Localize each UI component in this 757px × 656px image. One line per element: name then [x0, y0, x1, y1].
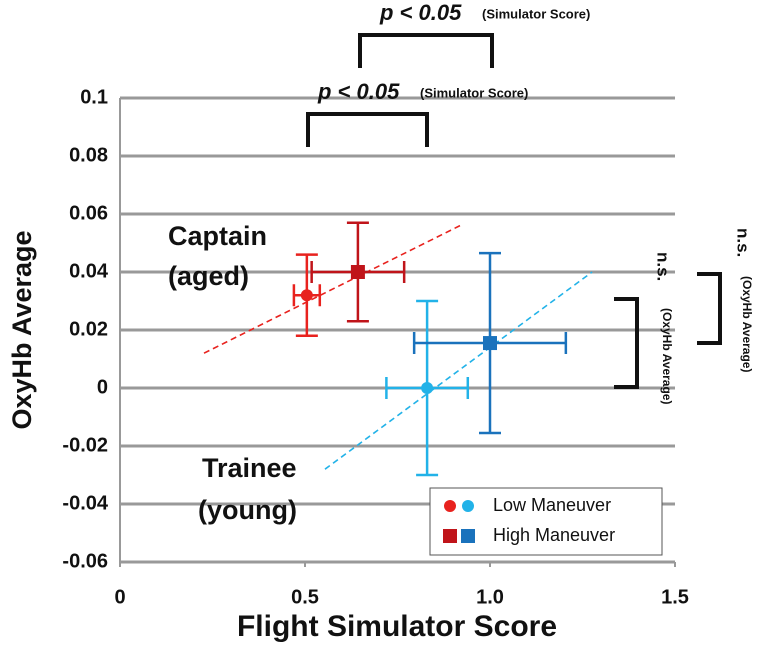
annotation: p < 0.05 — [379, 0, 462, 25]
x-tick-label: 0.5 — [291, 586, 319, 608]
legend-box — [429, 487, 663, 556]
y-tick-label: 0.08 — [69, 144, 108, 166]
legend-label: High Maneuver — [493, 525, 615, 545]
trendline — [203, 223, 464, 354]
marker — [444, 500, 456, 512]
marker — [350, 265, 365, 279]
marker — [483, 336, 497, 351]
annotation: (Simulator Score) — [420, 85, 528, 100]
bracket — [306, 112, 429, 147]
marker — [462, 500, 474, 512]
y-axis-title: OxyHb Average — [7, 230, 37, 429]
annotation: n.s. — [654, 252, 673, 281]
y-tick-label: 0.1 — [80, 86, 108, 108]
bracket — [697, 272, 722, 345]
group-label: (aged) — [168, 261, 249, 291]
marker — [461, 529, 475, 543]
x-tick-label: 0 — [114, 586, 125, 608]
group-label: Captain — [168, 221, 267, 251]
y-tick-label: -0.04 — [62, 492, 108, 514]
x-tick-label: 1.5 — [661, 586, 689, 608]
trendline — [324, 271, 593, 470]
bracket — [614, 297, 639, 389]
y-tick-label: -0.02 — [62, 434, 108, 456]
y-tick-label: -0.06 — [62, 550, 108, 572]
annotation: p < 0.05 — [317, 79, 400, 104]
legend-label: Low Maneuver — [493, 495, 611, 515]
marker — [443, 529, 457, 543]
y-tick-label: 0 — [97, 376, 108, 398]
y-tick-label: 0.06 — [69, 202, 108, 224]
annotation: n.s. — [734, 228, 753, 257]
x-tick-label: 1.0 — [476, 586, 504, 608]
y-tick-label: 0.02 — [69, 318, 108, 340]
annotation: (OxyHb Average) — [660, 308, 674, 404]
annotation: (Simulator Score) — [482, 6, 590, 21]
x-axis-title: Flight Simulator Score — [237, 610, 557, 643]
bracket — [358, 33, 494, 68]
annotation: (OxyHb Average) — [740, 276, 754, 372]
marker — [421, 382, 434, 394]
marker — [300, 289, 313, 302]
group-label: (young) — [198, 495, 297, 525]
group-label: Trainee — [202, 453, 297, 483]
y-tick-label: 0.04 — [69, 260, 109, 282]
